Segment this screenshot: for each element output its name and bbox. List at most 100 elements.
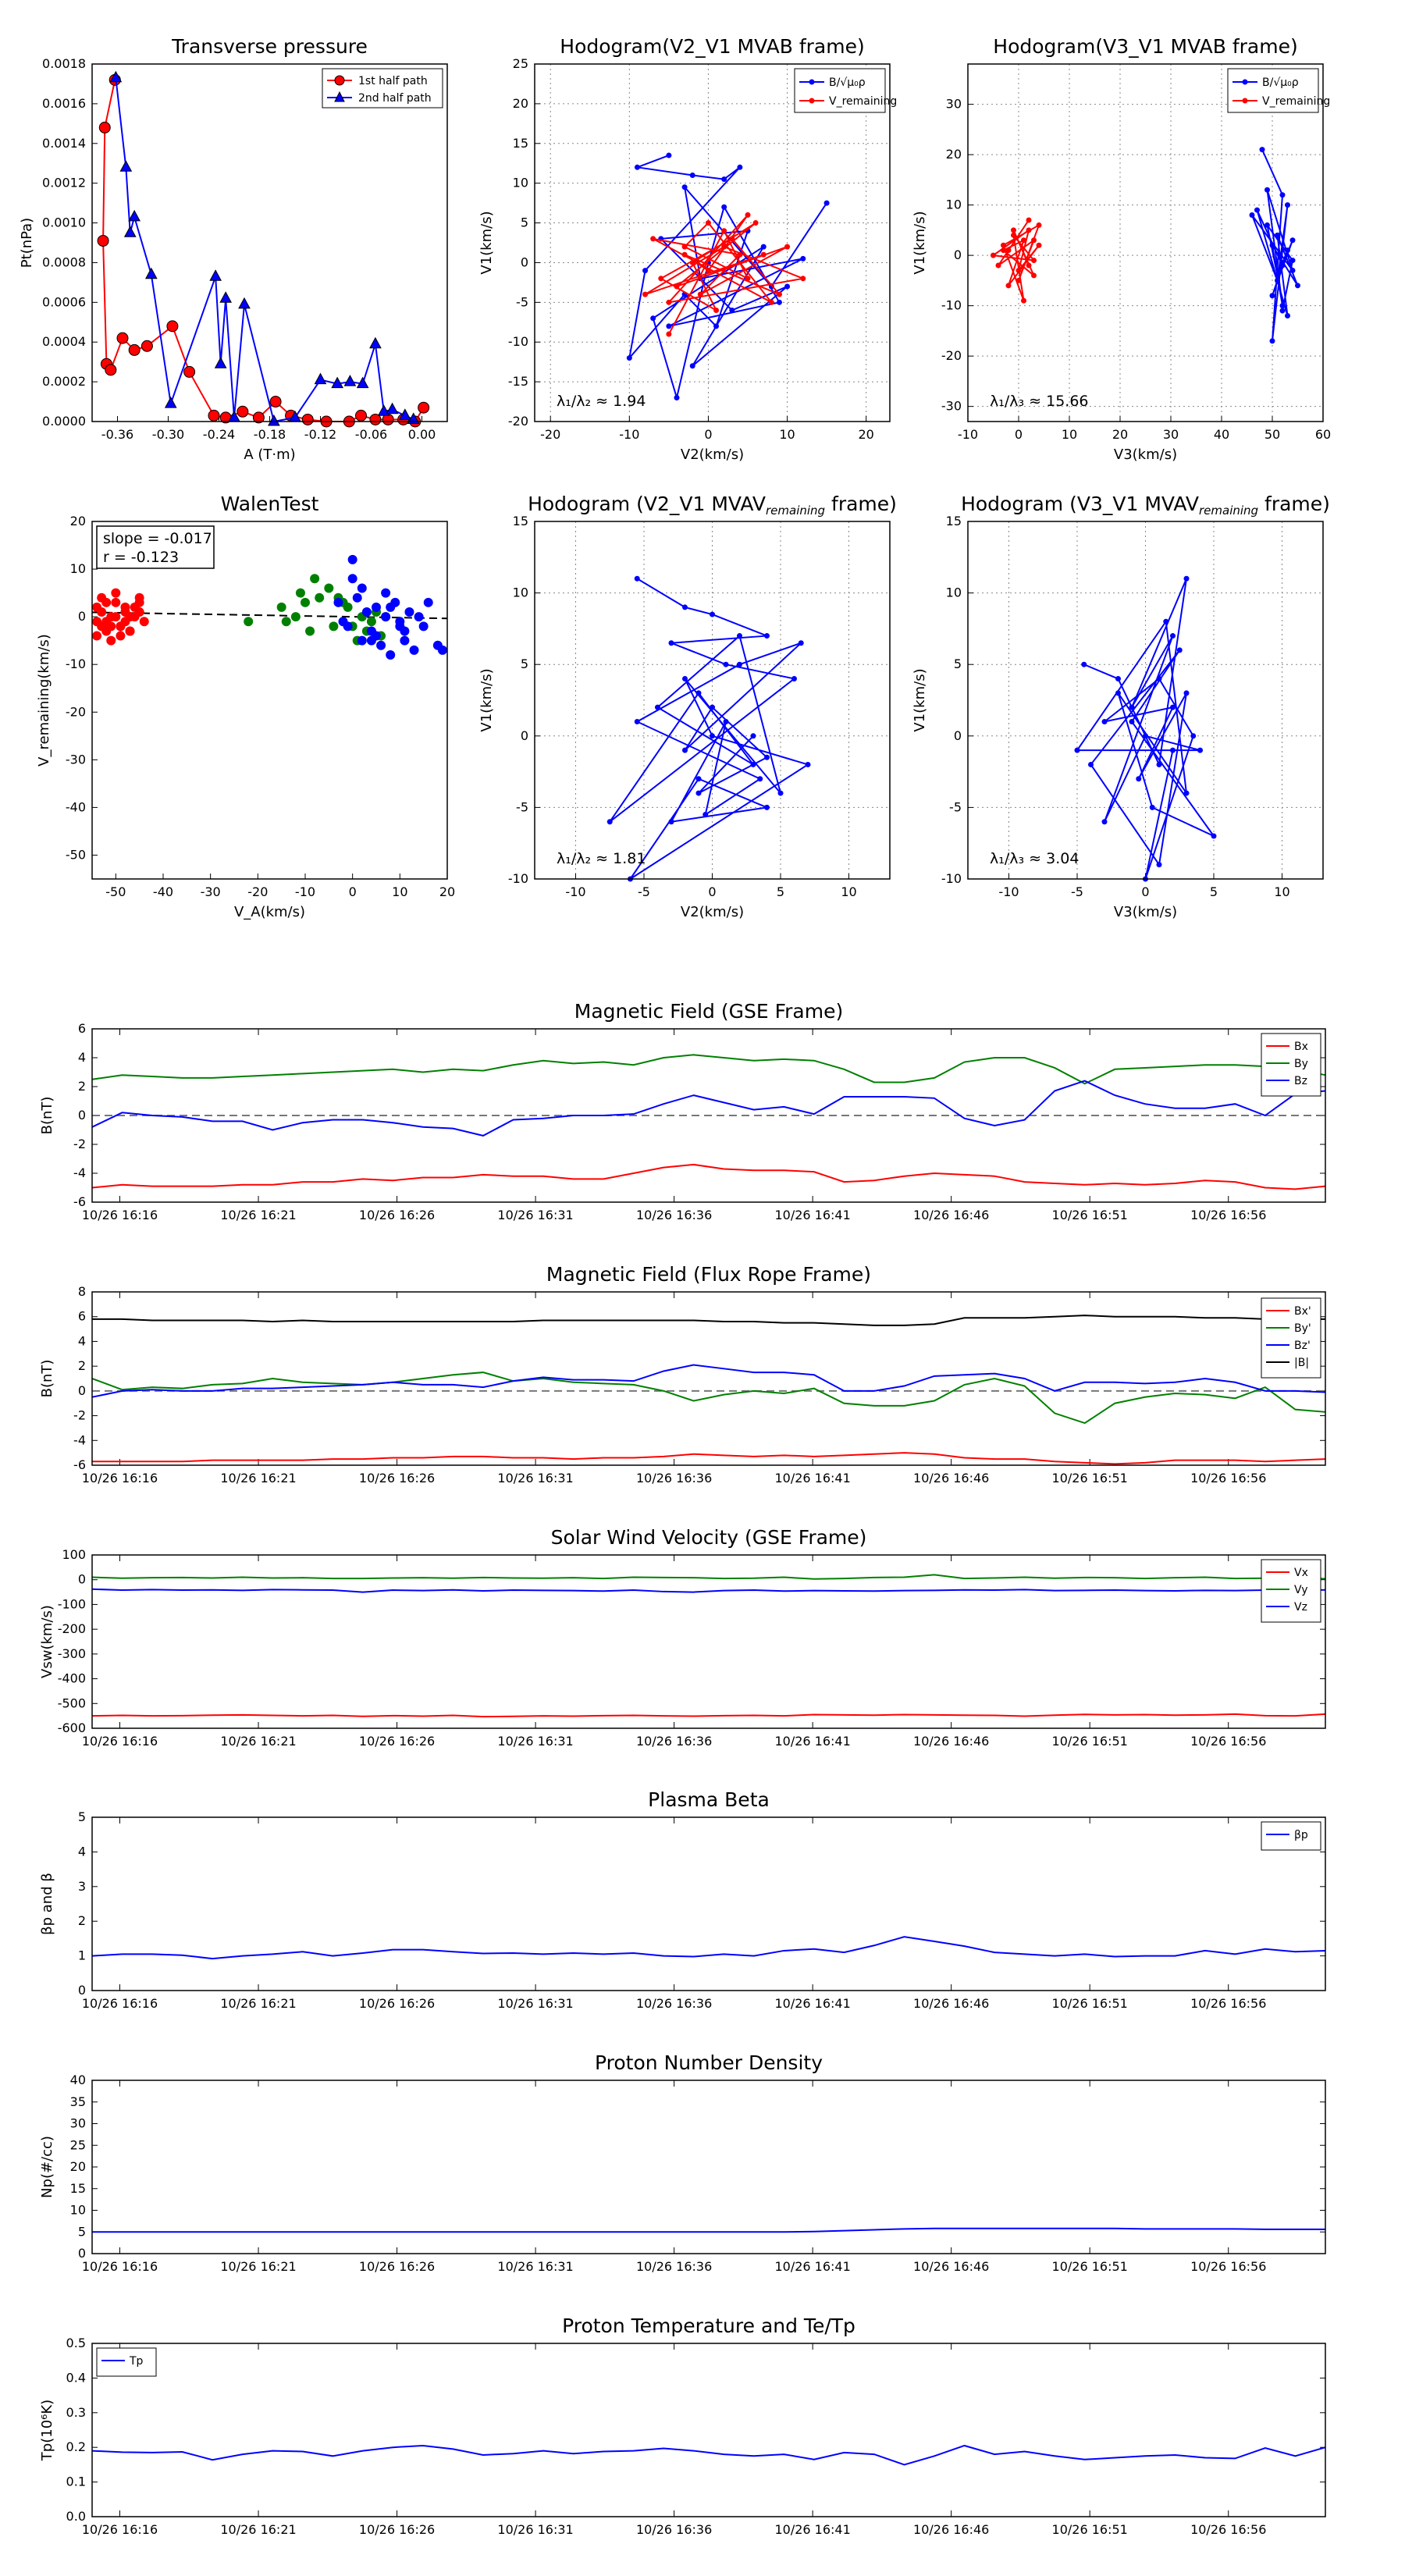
data-point: [991, 252, 996, 258]
chart-title: Proton Number Density: [595, 2051, 823, 2074]
data-point: [130, 612, 140, 622]
data-point: [128, 209, 141, 222]
y-tick-label: 6: [78, 1021, 86, 1036]
data-point: [737, 251, 743, 258]
axes-frame: [91, 2343, 1326, 2517]
data-point: [347, 554, 357, 564]
data-point: [1149, 804, 1155, 810]
y-tick-label: 10: [513, 585, 528, 600]
y-tick-label: -4: [73, 1165, 86, 1180]
y-tick-label: -300: [58, 1646, 86, 1661]
x-tick-label: -10: [295, 884, 315, 899]
x-tick-label: 10/26 16:56: [1190, 1471, 1266, 1485]
x-tick-label: 10/26 16:16: [82, 1471, 158, 1485]
data-point: [777, 790, 784, 796]
data-point: [784, 244, 791, 250]
data-point: [606, 819, 613, 825]
chart-ts_tp: Proton Temperature and Te/Tp 10/26 16:16 1…: [39, 2314, 1326, 2537]
y-tick-label: 0.2: [66, 2439, 86, 2454]
data-point: [1001, 247, 1006, 254]
ratio-annotation: λ₁/λ₃ ≈ 15.66: [990, 393, 1089, 410]
y-tick-label: 0: [954, 247, 962, 262]
data-point: [1081, 661, 1087, 667]
data-point: [276, 602, 286, 612]
y-tick-label: 6: [78, 1309, 86, 1324]
data-point: [1289, 258, 1296, 264]
data-point: [745, 276, 751, 282]
y-tick-label: -20: [941, 348, 962, 363]
data-point: [1016, 277, 1022, 283]
y-tick-label: 0.0004: [42, 334, 86, 349]
x-tick-label: 10/26 16:31: [497, 1734, 573, 1749]
legend-label: Vy: [1294, 1584, 1308, 1596]
y-tick-label: -10: [66, 656, 86, 671]
y-tick-label: 15: [70, 2181, 86, 2196]
y-tick-label: 10: [946, 197, 962, 212]
x-tick-label: 10/26 16:41: [774, 2522, 850, 2537]
data-point: [1021, 297, 1026, 304]
y-axis-label: V_remaining(km/s): [36, 634, 52, 767]
data-point: [214, 357, 227, 368]
x-tick-label: -20: [247, 884, 268, 899]
data-point: [1279, 303, 1286, 309]
series-line-0: [91, 2444, 1326, 2466]
y-tick-label: 0: [521, 254, 528, 269]
y-axis-label: V1(km/s): [912, 211, 928, 274]
x-tick-label: 10/26 16:26: [359, 1734, 435, 1749]
y-axis-label: V1(km/s): [912, 668, 928, 731]
data-point: [1163, 618, 1169, 624]
series-line-0: [92, 2227, 1325, 2233]
y-tick-label: 0.0018: [42, 56, 86, 71]
y-axis-label: Vsw(km/s): [39, 1605, 55, 1678]
data-point: [357, 635, 367, 646]
data-point: [1016, 267, 1022, 273]
data-point: [721, 204, 727, 210]
x-tick-label: 10/26 16:46: [913, 2522, 989, 2537]
ratio-annotation: λ₁/λ₂ ≈ 1.94: [557, 393, 646, 410]
y-tick-label: -2: [73, 1137, 86, 1151]
data-point: [655, 704, 660, 710]
legend-box: [1227, 68, 1319, 113]
y-tick-label: 15: [513, 514, 528, 528]
data-point: [395, 621, 405, 632]
data-point: [120, 602, 130, 612]
y-axis-label: Pt(nPa): [19, 218, 35, 268]
y-tick-label: 25: [70, 2137, 86, 2152]
fit-line: [91, 611, 448, 620]
legend-label: Tp: [129, 2355, 144, 2368]
y-tick-label: -5: [516, 799, 528, 814]
legend-marker: [334, 91, 345, 102]
legend-label: V_remaining: [829, 95, 897, 108]
data-point: [111, 588, 121, 598]
data-point: [1021, 237, 1026, 244]
data-point: [764, 633, 770, 639]
data-point: [331, 376, 344, 389]
x-tick-label: 10/26 16:26: [359, 2259, 435, 2274]
x-tick-label: -0.36: [101, 427, 133, 442]
x-tick-label: 10: [1062, 427, 1077, 442]
x-tick-label: -0.30: [152, 427, 184, 442]
chart-h3: Hodogram (V2_V1 MVAVremaining frame) -10 -…: [478, 493, 897, 920]
data-point: [721, 228, 727, 234]
x-tick-label: 10/26 16:41: [774, 1208, 850, 1222]
data-point: [695, 776, 702, 782]
data-point: [764, 804, 770, 810]
data-point: [324, 583, 334, 593]
data-point: [92, 617, 102, 627]
data-point: [745, 212, 751, 218]
x-tick-label: 10/26 16:41: [774, 1734, 850, 1749]
data-point: [681, 184, 688, 190]
data-point: [1005, 283, 1012, 289]
data-point: [98, 121, 111, 133]
y-tick-label: 3: [78, 1879, 86, 1894]
y-tick-label: -10: [941, 298, 962, 313]
data-point: [1275, 277, 1280, 283]
x-tick-label: 10/26 16:36: [636, 1208, 712, 1222]
y-tick-label: -2: [73, 1408, 86, 1423]
y-axis-label: V1(km/s): [478, 211, 495, 274]
title-subscript: remaining: [1199, 503, 1258, 518]
legend-marker: [334, 75, 345, 86]
y-tick-label: 20: [70, 2159, 86, 2174]
chart-h2: Hodogram(V3_V1 MVAB frame) -10 0 10 20 30 40 50…: [912, 35, 1331, 463]
